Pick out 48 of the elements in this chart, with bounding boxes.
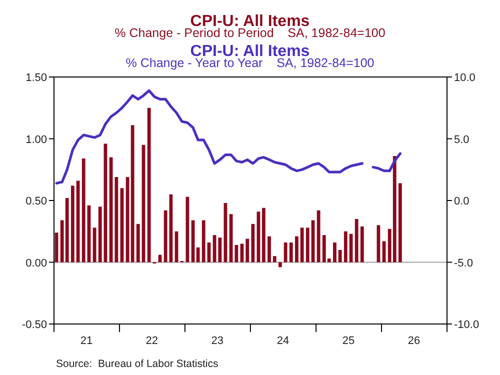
y-tick-label: 0.50 [26,196,47,208]
y-tick-label: 1.50 [26,72,47,84]
bar [234,244,238,262]
bar [82,158,86,262]
y2-tick-label: 5.0 [454,134,470,146]
bar [98,206,102,262]
x-tick-label: 22 [146,335,158,347]
x-tick-label: 21 [80,335,93,347]
bar [306,228,310,262]
bar [262,208,266,262]
bar [202,220,206,262]
bar [344,231,348,262]
bar [246,238,250,262]
bar [289,242,293,262]
source-note: Source: Bureau of Labor Statistics [56,358,218,370]
y2-tick-label: 0.0 [454,196,470,208]
bar [284,242,288,262]
bar [70,186,74,262]
bar [398,183,402,262]
x-tick-label: 26 [408,335,420,347]
bar [268,236,271,262]
bar [278,262,282,268]
x-tick-label: 24 [276,335,290,347]
y2-tick-label: -10.0 [454,319,480,331]
y-tick-label: 1.00 [26,134,47,146]
text: % Change - Period to Period SA, 1982-84=100 [114,26,386,40]
bar [338,250,342,262]
bar [218,238,222,262]
y-tick-label: 0.00 [26,257,47,270]
y-tick-label: -0.50 [22,319,47,331]
bar [316,210,320,262]
y2-tick-label: -5.0 [454,257,473,270]
x-tick-label: 23 [211,335,224,347]
bar [354,219,358,262]
bar [136,224,140,262]
bar [333,242,336,262]
bar [240,244,244,262]
bar [114,177,118,262]
bar [130,125,134,262]
bar [147,108,151,262]
bar [251,224,255,262]
text: % Change - Year to Year SA, 1982-84=100 [126,56,374,70]
y2-tick-label: 10.0 [454,72,476,84]
bar [294,236,298,262]
bar [300,228,304,262]
bar [360,226,364,262]
x-tick-label: 25 [342,335,355,347]
bar [272,256,276,262]
